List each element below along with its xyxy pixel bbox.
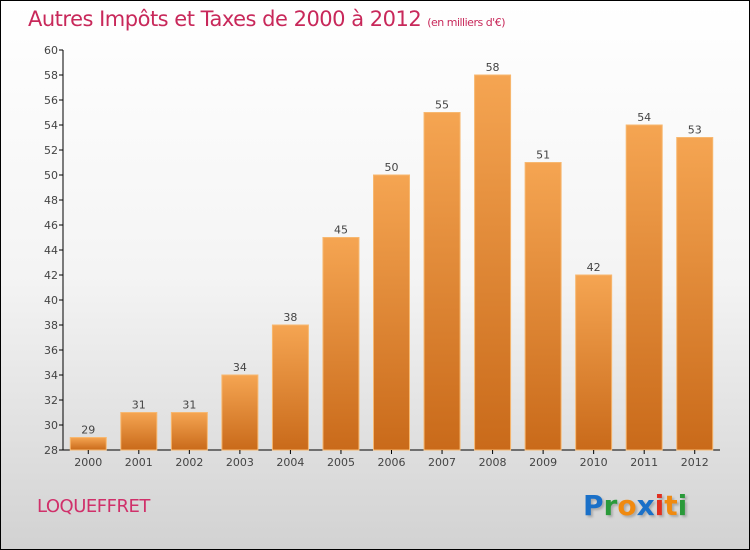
x-tick-label: 2003 <box>226 456 254 469</box>
proxiti-logo: Proxiti <box>583 489 688 522</box>
x-tick-label: 2004 <box>276 456 304 469</box>
y-tick-label: 56 <box>44 94 58 107</box>
chart-title: Autres Impôts et Taxes de 2000 à 2012 (en… <box>28 7 505 31</box>
x-tick-label: 2010 <box>580 456 608 469</box>
y-tick-label: 58 <box>44 69 58 82</box>
y-tick-label: 46 <box>44 219 58 232</box>
data-label: 38 <box>283 311 297 324</box>
y-tick-label: 48 <box>44 194 58 207</box>
y-tick-label: 38 <box>44 319 58 332</box>
x-tick-label: 2009 <box>529 456 557 469</box>
bar <box>575 274 613 451</box>
bar <box>676 137 714 451</box>
bar <box>170 412 208 451</box>
y-tick-label: 52 <box>44 144 58 157</box>
x-tick-label: 2008 <box>479 456 507 469</box>
y-tick-label: 50 <box>44 169 58 182</box>
chart-unit: (en milliers d'€) <box>427 16 505 29</box>
bar <box>625 124 663 451</box>
x-tick-label: 2000 <box>74 456 102 469</box>
y-tick-label: 34 <box>44 369 58 382</box>
bar <box>423 112 461 451</box>
y-tick-label: 40 <box>44 294 58 307</box>
y-tick-label: 60 <box>44 44 58 57</box>
title-text: Autres Impôts et Taxes de 2000 à 2012 <box>28 7 422 31</box>
x-tick-label: 2007 <box>428 456 456 469</box>
x-tick-label: 2002 <box>175 456 203 469</box>
y-tick-label: 42 <box>44 269 58 282</box>
data-label: 42 <box>587 261 601 274</box>
data-label: 53 <box>688 124 702 137</box>
data-label: 29 <box>81 424 95 437</box>
bar <box>322 237 360 451</box>
bar <box>221 374 259 451</box>
x-tick-label: 2006 <box>378 456 406 469</box>
data-label: 50 <box>385 161 399 174</box>
data-label: 34 <box>233 361 247 374</box>
data-label: 31 <box>182 399 196 412</box>
y-tick-label: 30 <box>44 419 58 432</box>
bar <box>271 324 309 451</box>
town-name: LOQUEFFRET <box>37 496 150 517</box>
data-label: 31 <box>132 399 146 412</box>
x-tick-label: 2005 <box>327 456 355 469</box>
data-label: 45 <box>334 224 348 237</box>
data-label: 58 <box>486 61 500 74</box>
bar <box>524 162 562 451</box>
bar <box>120 412 158 451</box>
data-label: 55 <box>435 99 449 112</box>
y-tick-label: 44 <box>44 244 58 257</box>
x-tick-label: 2001 <box>125 456 153 469</box>
data-label: 51 <box>536 149 550 162</box>
data-label: 54 <box>637 111 651 124</box>
x-tick-label: 2012 <box>681 456 709 469</box>
y-tick-label: 36 <box>44 344 58 357</box>
y-tick-label: 54 <box>44 119 58 132</box>
x-tick-label: 2011 <box>630 456 658 469</box>
bar <box>373 174 410 451</box>
bar <box>69 437 107 451</box>
bar <box>474 74 512 451</box>
y-tick-label: 32 <box>44 394 58 407</box>
y-tick-label: 28 <box>44 444 58 457</box>
